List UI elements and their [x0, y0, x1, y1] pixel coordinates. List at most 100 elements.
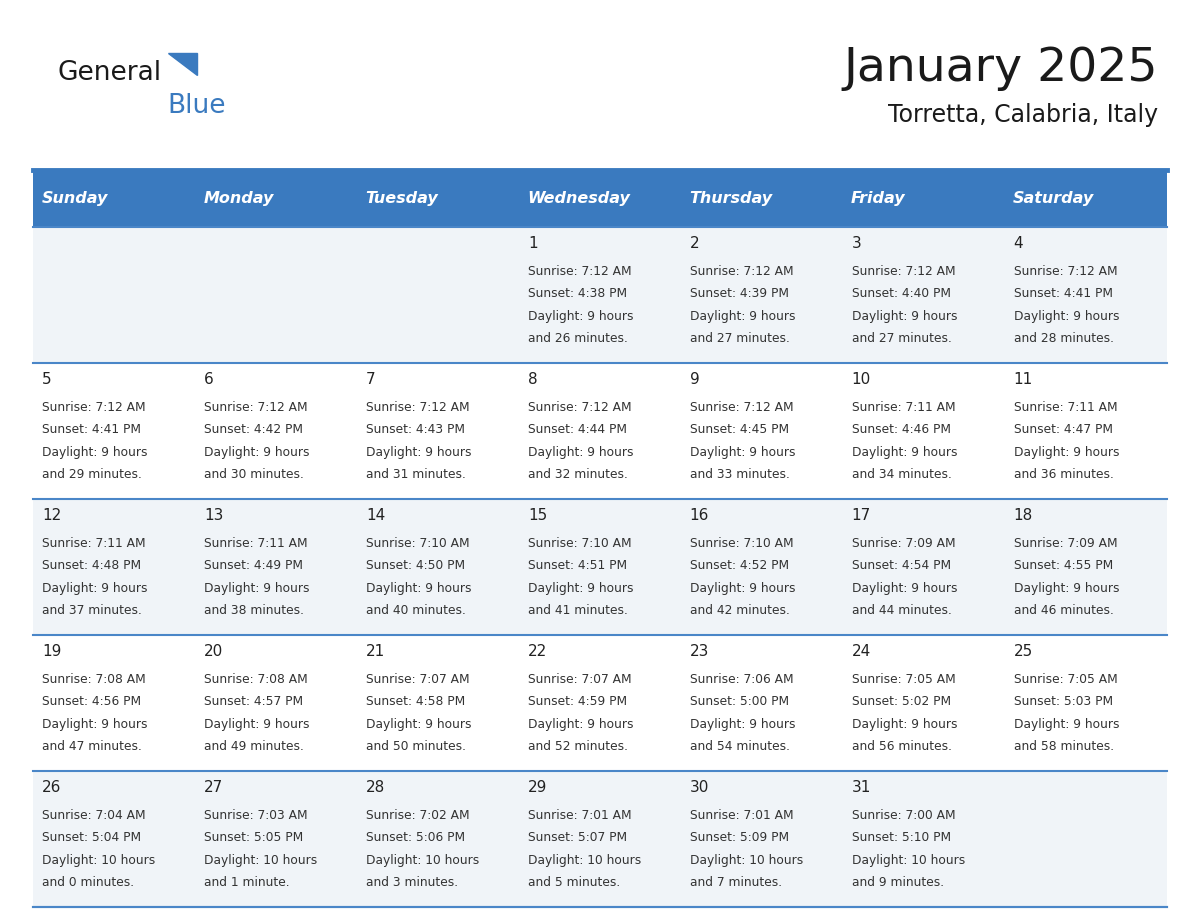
Text: Sunrise: 7:12 AM: Sunrise: 7:12 AM — [690, 264, 794, 278]
Text: Daylight: 9 hours: Daylight: 9 hours — [1013, 582, 1119, 595]
Text: 29: 29 — [527, 780, 548, 796]
Text: Daylight: 10 hours: Daylight: 10 hours — [366, 854, 479, 867]
Bar — [519, 498, 681, 635]
Text: Sunset: 5:09 PM: Sunset: 5:09 PM — [690, 832, 789, 845]
Text: Monday: Monday — [203, 191, 273, 206]
Text: Sunrise: 7:10 AM: Sunrise: 7:10 AM — [690, 537, 794, 550]
Text: and 47 minutes.: and 47 minutes. — [42, 740, 143, 754]
Text: Daylight: 9 hours: Daylight: 9 hours — [690, 582, 795, 595]
Text: Daylight: 9 hours: Daylight: 9 hours — [527, 718, 633, 731]
Bar — [358, 227, 519, 363]
Text: Daylight: 10 hours: Daylight: 10 hours — [852, 854, 965, 867]
Text: Sunset: 4:43 PM: Sunset: 4:43 PM — [366, 423, 465, 436]
Bar — [1005, 170, 1167, 227]
Bar — [519, 170, 681, 227]
Text: Daylight: 9 hours: Daylight: 9 hours — [1013, 309, 1119, 323]
Text: Daylight: 9 hours: Daylight: 9 hours — [42, 718, 147, 731]
Bar — [681, 227, 842, 363]
Text: Blue: Blue — [168, 93, 226, 118]
Text: 26: 26 — [42, 780, 62, 796]
Text: Sunset: 4:49 PM: Sunset: 4:49 PM — [204, 559, 303, 573]
Bar — [358, 498, 519, 635]
Bar — [195, 227, 358, 363]
Text: and 34 minutes.: and 34 minutes. — [852, 468, 952, 481]
Text: 6: 6 — [204, 373, 214, 387]
Text: Sunrise: 7:08 AM: Sunrise: 7:08 AM — [42, 673, 146, 686]
Text: 10: 10 — [852, 373, 871, 387]
Bar — [1005, 635, 1167, 771]
Text: and 50 minutes.: and 50 minutes. — [366, 740, 466, 754]
Text: Sunrise: 7:08 AM: Sunrise: 7:08 AM — [204, 673, 308, 686]
Bar — [33, 498, 195, 635]
Bar — [842, 498, 1005, 635]
Text: Daylight: 9 hours: Daylight: 9 hours — [204, 718, 310, 731]
Bar — [842, 170, 1005, 227]
Text: Sunrise: 7:12 AM: Sunrise: 7:12 AM — [852, 264, 955, 278]
Text: and 44 minutes.: and 44 minutes. — [852, 604, 952, 617]
Text: Sunday: Sunday — [42, 191, 108, 206]
Text: 1: 1 — [527, 236, 537, 252]
Text: Daylight: 9 hours: Daylight: 9 hours — [42, 582, 147, 595]
Text: and 40 minutes.: and 40 minutes. — [366, 604, 466, 617]
Text: 3: 3 — [852, 236, 861, 252]
Bar — [842, 771, 1005, 907]
Text: Daylight: 10 hours: Daylight: 10 hours — [527, 854, 642, 867]
Text: Daylight: 9 hours: Daylight: 9 hours — [690, 309, 795, 323]
Text: Saturday: Saturday — [1013, 191, 1094, 206]
Bar — [33, 170, 195, 227]
Bar — [681, 170, 842, 227]
Text: 23: 23 — [690, 644, 709, 659]
Text: Sunrise: 7:12 AM: Sunrise: 7:12 AM — [527, 401, 632, 414]
Bar — [195, 498, 358, 635]
Text: Sunrise: 7:04 AM: Sunrise: 7:04 AM — [42, 809, 146, 822]
Text: 5: 5 — [42, 373, 52, 387]
Text: Sunset: 4:48 PM: Sunset: 4:48 PM — [42, 559, 141, 573]
Text: 4: 4 — [1013, 236, 1023, 252]
Bar — [358, 635, 519, 771]
Text: and 27 minutes.: and 27 minutes. — [690, 332, 790, 345]
Text: Daylight: 9 hours: Daylight: 9 hours — [690, 446, 795, 459]
Bar — [195, 635, 358, 771]
Text: and 56 minutes.: and 56 minutes. — [852, 740, 952, 754]
Text: Sunrise: 7:12 AM: Sunrise: 7:12 AM — [527, 264, 632, 278]
Text: Daylight: 9 hours: Daylight: 9 hours — [42, 446, 147, 459]
Text: Sunset: 4:40 PM: Sunset: 4:40 PM — [852, 287, 950, 300]
Text: Sunrise: 7:09 AM: Sunrise: 7:09 AM — [1013, 537, 1117, 550]
Bar — [195, 363, 358, 498]
Text: 11: 11 — [1013, 373, 1032, 387]
Bar — [681, 498, 842, 635]
Bar — [358, 170, 519, 227]
Bar — [519, 227, 681, 363]
Text: 13: 13 — [204, 509, 223, 523]
Text: Friday: Friday — [851, 191, 905, 206]
Text: 25: 25 — [1013, 644, 1032, 659]
Bar — [842, 635, 1005, 771]
Text: Sunset: 4:55 PM: Sunset: 4:55 PM — [1013, 559, 1113, 573]
Text: Daylight: 9 hours: Daylight: 9 hours — [852, 446, 958, 459]
Bar — [1005, 498, 1167, 635]
Text: and 26 minutes.: and 26 minutes. — [527, 332, 627, 345]
Text: Sunset: 4:57 PM: Sunset: 4:57 PM — [204, 696, 303, 709]
Text: Sunset: 4:50 PM: Sunset: 4:50 PM — [366, 559, 466, 573]
Bar — [33, 227, 195, 363]
Text: and 42 minutes.: and 42 minutes. — [690, 604, 790, 617]
Text: Daylight: 9 hours: Daylight: 9 hours — [527, 309, 633, 323]
Text: Daylight: 9 hours: Daylight: 9 hours — [1013, 446, 1119, 459]
Text: Daylight: 9 hours: Daylight: 9 hours — [690, 718, 795, 731]
Text: Sunset: 4:58 PM: Sunset: 4:58 PM — [366, 696, 466, 709]
Text: Sunset: 5:07 PM: Sunset: 5:07 PM — [527, 832, 627, 845]
Text: Sunrise: 7:01 AM: Sunrise: 7:01 AM — [527, 809, 632, 822]
Text: Daylight: 9 hours: Daylight: 9 hours — [852, 309, 958, 323]
Text: Sunrise: 7:02 AM: Sunrise: 7:02 AM — [366, 809, 469, 822]
Text: Sunrise: 7:12 AM: Sunrise: 7:12 AM — [1013, 264, 1117, 278]
Bar — [519, 363, 681, 498]
Text: Sunset: 5:04 PM: Sunset: 5:04 PM — [42, 832, 141, 845]
Text: 12: 12 — [42, 509, 62, 523]
Text: Daylight: 10 hours: Daylight: 10 hours — [690, 854, 803, 867]
Text: Sunrise: 7:06 AM: Sunrise: 7:06 AM — [690, 673, 794, 686]
Text: 22: 22 — [527, 644, 548, 659]
Text: Sunset: 5:03 PM: Sunset: 5:03 PM — [1013, 696, 1113, 709]
Text: January 2025: January 2025 — [843, 46, 1158, 92]
Text: 31: 31 — [852, 780, 871, 796]
Bar — [681, 771, 842, 907]
